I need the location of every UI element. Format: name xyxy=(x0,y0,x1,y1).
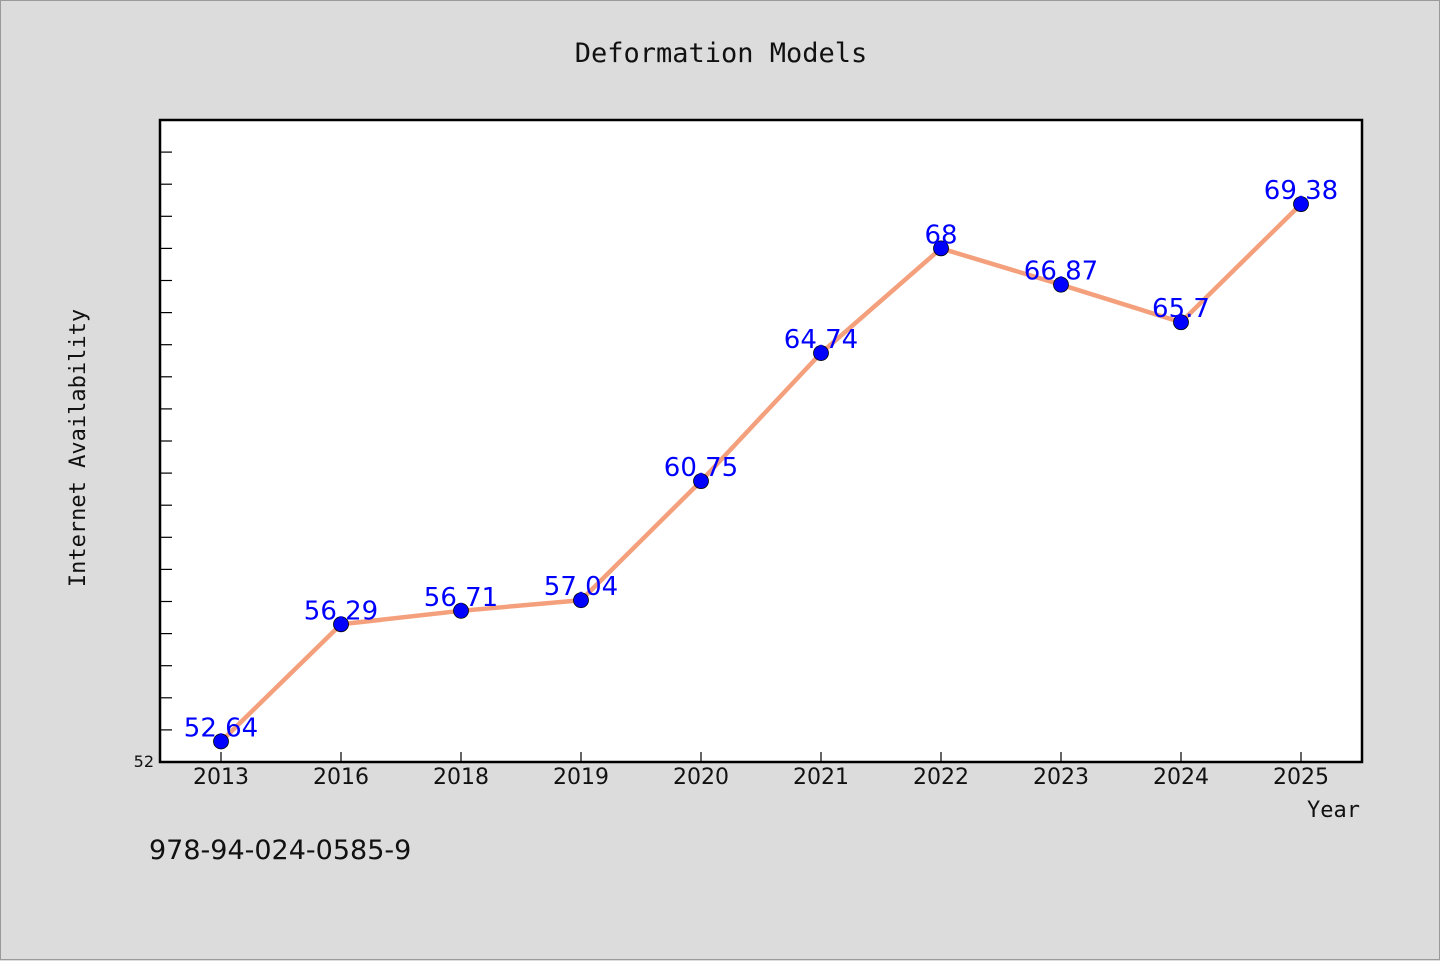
data-point xyxy=(573,592,589,609)
x-tick-label: 2023 xyxy=(1033,765,1089,790)
y-tick-label: 52 xyxy=(134,752,154,771)
data-point xyxy=(813,345,829,361)
footer-code: 978-94-024-0585-9 xyxy=(149,835,412,866)
data-label: 56.29 xyxy=(304,596,378,626)
data-label: 65.7 xyxy=(1152,294,1210,324)
x-axis-label: Year xyxy=(1307,798,1360,823)
y-axis-ticks: 52 xyxy=(134,151,172,771)
data-label: 64.74 xyxy=(784,325,858,355)
data-point xyxy=(213,733,229,750)
x-tick-label: 2025 xyxy=(1273,765,1329,790)
data-point xyxy=(1293,196,1309,213)
data-point xyxy=(333,616,349,633)
x-tick-label: 2022 xyxy=(913,765,969,790)
data-point xyxy=(693,473,709,490)
data-label: 57.04 xyxy=(544,572,618,602)
data-point xyxy=(933,240,949,257)
x-tick-label: 2024 xyxy=(1153,765,1209,790)
data-point xyxy=(1053,276,1069,293)
data-label: 56.71 xyxy=(424,583,498,613)
data-point xyxy=(1173,314,1189,331)
series-line xyxy=(218,201,1304,744)
data-markers xyxy=(213,196,1309,750)
x-tick-label: 2013 xyxy=(193,765,249,790)
series-lines xyxy=(218,201,1304,744)
data-label: 60.75 xyxy=(664,453,738,483)
y-axis-label: Internet Availability xyxy=(66,309,91,587)
data-point xyxy=(453,602,469,619)
x-tick-label: 2019 xyxy=(553,765,609,790)
chart-title: Deformation Models xyxy=(575,38,868,69)
data-label: 66.87 xyxy=(1024,257,1098,287)
data-label: 68 xyxy=(924,220,957,250)
x-tick-label: 2016 xyxy=(313,765,369,790)
plot-area xyxy=(158,118,1364,764)
data-label: 52.64 xyxy=(184,713,258,743)
x-tick-label: 2018 xyxy=(433,765,489,790)
x-tick-label: 2020 xyxy=(673,765,729,790)
x-tick-label: 2021 xyxy=(793,765,849,790)
data-label: 69.38 xyxy=(1264,176,1338,206)
data-labels: 52.64 56.29 56.71 57.04 60.75 64.74 68 66.87 65.… xyxy=(184,176,1338,743)
x-axis-ticks: 2013 2016 2018 2019 2020 2021 2022 2023 2024 2025 xyxy=(193,752,1329,790)
